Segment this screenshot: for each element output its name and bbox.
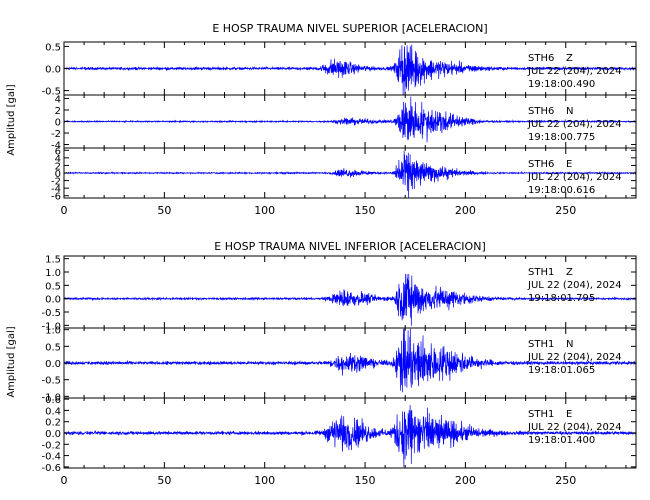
x-tick-label: 50 bbox=[157, 474, 171, 487]
y-tick-label: -0.4 bbox=[41, 452, 61, 463]
x-tick-label: 250 bbox=[555, 204, 576, 217]
y-tick-label: 0.2 bbox=[45, 418, 61, 429]
trace-line bbox=[63, 404, 637, 468]
y-tick-label: 0.0 bbox=[45, 295, 61, 306]
y-tick-label: 0 bbox=[55, 118, 61, 129]
y-axis-label: Amplitud [gal] bbox=[6, 326, 17, 397]
trace-line bbox=[63, 273, 637, 326]
y-tick-label: -2 bbox=[51, 177, 61, 188]
station-label: STH1 bbox=[528, 339, 554, 350]
trace-line bbox=[63, 150, 637, 198]
x-tick-label: 150 bbox=[355, 204, 376, 217]
panel-sth1-e: 0.60.40.20.0-0.2-0.4-0.6 STH1 E JUL 22 (204… bbox=[41, 395, 637, 474]
y-tick-label: 6 bbox=[55, 146, 61, 157]
station-label: STH1 bbox=[528, 409, 554, 420]
component-label: N bbox=[566, 106, 573, 117]
charts-root: E HOSP TRAUMA NIVEL SUPERIOR [ACELERACIO… bbox=[6, 22, 637, 487]
y-tick-label: -0.5 bbox=[41, 87, 61, 98]
y-tick-label: 0.5 bbox=[45, 42, 61, 53]
chart-2: E HOSP TRAUMA NIVEL INFERIOR [ACELERACIO… bbox=[6, 240, 637, 487]
y-tick-label: 0.5 bbox=[45, 342, 61, 353]
component-label: Z bbox=[566, 53, 573, 64]
time-label: 19:18:00.616 bbox=[528, 185, 595, 196]
y-tick-label: 0.0 bbox=[45, 359, 61, 370]
x-tick-label: 0 bbox=[61, 204, 68, 217]
x-tick-label: 200 bbox=[455, 204, 476, 217]
x-tick-label: 150 bbox=[355, 474, 376, 487]
trace-line bbox=[63, 328, 637, 393]
x-tick-label: 100 bbox=[254, 204, 275, 217]
y-tick-label: 2 bbox=[55, 161, 61, 172]
panel-sth6-z: 0.5 0.0 -0.5 STH6 Z JUL 22 (204), 2024 19:18:0… bbox=[41, 41, 637, 98]
x-tick-label: 200 bbox=[455, 474, 476, 487]
time-label: 19:18:01.400 bbox=[528, 435, 595, 446]
y-tick-label: 1.5 bbox=[45, 255, 61, 266]
y-tick-label: -1.0 bbox=[41, 392, 61, 403]
trace-line bbox=[63, 44, 637, 95]
y-tick-label: 4 bbox=[55, 94, 61, 105]
chart-title: E HOSP TRAUMA NIVEL INFERIOR [ACELERACIO… bbox=[214, 240, 485, 253]
y-tick-label: -0.5 bbox=[41, 308, 61, 319]
station-label: STH6 bbox=[528, 106, 554, 117]
y-tick-label: 4 bbox=[55, 154, 61, 165]
y-tick-label: 0.5 bbox=[45, 281, 61, 292]
component-label: N bbox=[566, 339, 573, 350]
panel-sth6-n: 420-2-4 STH6 N JUL 22 (204), 2024 19:18:00.7… bbox=[51, 94, 637, 152]
component-label: E bbox=[566, 159, 572, 170]
y-tick-label: -4 bbox=[51, 141, 61, 152]
time-label: 19:18:00.775 bbox=[528, 132, 595, 143]
date-label: JUL 22 (204), 2024 bbox=[527, 422, 622, 433]
x-tick-label: 0 bbox=[61, 474, 68, 487]
y-tick-label: 1.0 bbox=[45, 326, 61, 337]
x-tick-label: 50 bbox=[157, 204, 171, 217]
x-tick-label: 250 bbox=[555, 474, 576, 487]
y-tick-label: -1.0 bbox=[41, 321, 61, 332]
date-label: JUL 22 (204), 2024 bbox=[527, 352, 622, 363]
component-label: Z bbox=[566, 267, 573, 278]
date-label: JUL 22 (204), 2024 bbox=[527, 119, 622, 130]
y-tick-label: -4 bbox=[51, 184, 61, 195]
station-label: STH6 bbox=[528, 53, 554, 64]
y-tick-label: 0.4 bbox=[45, 406, 61, 417]
y-tick-label: 0.6 bbox=[45, 395, 61, 406]
y-tick-label: 0.0 bbox=[45, 65, 61, 76]
y-tick-label: -2 bbox=[51, 129, 61, 140]
date-label: JUL 22 (204), 2024 bbox=[527, 280, 622, 291]
x-tick-label: 100 bbox=[254, 474, 275, 487]
chart-1: E HOSP TRAUMA NIVEL SUPERIOR [ACELERACIO… bbox=[6, 22, 637, 217]
y-tick-label: 0 bbox=[55, 169, 61, 180]
station-label: STH6 bbox=[528, 159, 554, 170]
y-tick-label: -0.6 bbox=[41, 463, 61, 474]
y-tick-label: 1.0 bbox=[45, 268, 61, 279]
y-tick-label: 2 bbox=[55, 106, 61, 117]
component-label: E bbox=[566, 409, 572, 420]
trace-line bbox=[63, 96, 637, 143]
time-label: 19:18:00.490 bbox=[528, 79, 595, 90]
y-tick-label: -6 bbox=[51, 192, 61, 203]
y-axis-label: Amplitud [gal] bbox=[6, 84, 17, 155]
time-label: 19:18:01.065 bbox=[528, 365, 595, 376]
y-tick-label: -0.5 bbox=[41, 376, 61, 387]
chart-title: E HOSP TRAUMA NIVEL SUPERIOR [ACELERACIO… bbox=[212, 22, 487, 35]
date-label: JUL 22 (204), 2024 bbox=[527, 172, 622, 183]
y-tick-label: 0.0 bbox=[45, 429, 61, 440]
date-label: JUL 22 (204), 2024 bbox=[527, 66, 622, 77]
y-tick-label: -0.2 bbox=[41, 440, 61, 451]
time-label: 19:18:01.795 bbox=[528, 293, 595, 304]
station-label: STH1 bbox=[528, 267, 554, 278]
